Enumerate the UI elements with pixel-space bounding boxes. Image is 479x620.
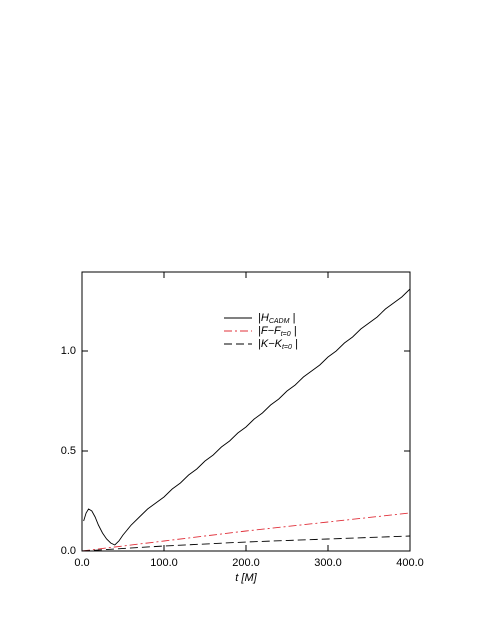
x-tick-label: 100.0 <box>150 557 178 569</box>
x-axis-label: t [M] <box>235 572 257 584</box>
x-tick-label: 200.0 <box>232 557 260 569</box>
x-tick-label: 400.0 <box>396 557 424 569</box>
line <box>83 288 411 546</box>
line <box>81 512 411 552</box>
legend-label: |HCADM | <box>258 312 295 325</box>
legend-text: t=0 <box>282 344 292 351</box>
legend-text: |K−K <box>258 338 283 350</box>
line <box>81 535 411 552</box>
plot-frame <box>81 271 411 552</box>
legend-text: t=0 <box>281 331 291 338</box>
y-tick-label: 1.0 <box>61 345 76 357</box>
legend-label: |K−Kt=0 | <box>258 338 298 351</box>
y-tick-label: 0.5 <box>61 445 76 457</box>
legend-text: |H <box>258 312 269 324</box>
x-tick-label: 0.0 <box>74 557 89 569</box>
y-tick-label: 0.0 <box>61 545 76 557</box>
legend-text: |F−F <box>258 325 282 337</box>
legend-text: | <box>292 338 298 350</box>
legend-text: | <box>289 312 295 324</box>
x-tick-label: 300.0 <box>314 557 342 569</box>
legend-text: CADM <box>269 318 290 325</box>
legend-text: | <box>291 325 297 337</box>
legend-label: |F−Ft=0 | <box>258 325 297 338</box>
